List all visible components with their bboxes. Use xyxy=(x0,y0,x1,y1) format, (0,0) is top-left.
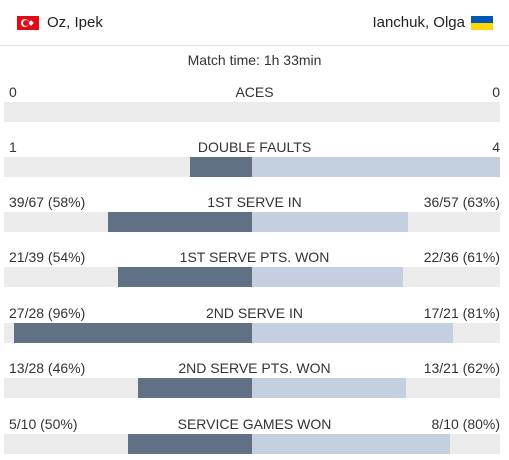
stat-name: SERVICE GAMES WON xyxy=(177,416,332,432)
ukraine-flag-icon xyxy=(471,15,493,30)
stat-row-second-serve-pts-won: 13/28 (46%) 2ND SERVE PTS. WON 13/21 (62… xyxy=(0,360,509,404)
match-header: Oz, Ipek Ianchuk, Olga xyxy=(0,0,509,46)
stat-bar-left xyxy=(118,267,252,287)
player-left-name: Oz, Ipek xyxy=(47,14,103,31)
stat-right-value: 17/21 (81%) xyxy=(423,305,500,321)
stat-right-value: 8/10 (80%) xyxy=(431,416,500,432)
stat-right-value: 4 xyxy=(492,139,500,155)
stat-bar-track xyxy=(4,323,500,343)
stat-name: ACES xyxy=(235,84,274,100)
stat-left-value: 5/10 (50%) xyxy=(9,416,78,432)
stat-left-value: 21/39 (54%) xyxy=(9,249,86,265)
stat-bar-track xyxy=(4,102,500,122)
stat-left-value: 1 xyxy=(9,139,17,155)
stat-bar-track xyxy=(4,434,500,454)
stat-row-aces: 0 ACES 0 xyxy=(0,84,509,128)
stat-left-value: 27/28 (96%) xyxy=(9,305,86,321)
player-right[interactable]: Ianchuk, Olga xyxy=(372,14,493,31)
stat-bar-track xyxy=(4,212,500,232)
stat-bar-track xyxy=(4,267,500,287)
stat-bar-left xyxy=(138,378,252,398)
stat-bar-right xyxy=(252,157,500,177)
stat-name: 2ND SERVE IN xyxy=(206,305,303,321)
stat-right-value: 36/57 (63%) xyxy=(423,194,500,210)
stat-row-second-serve-in: 27/28 (96%) 2ND SERVE IN 17/21 (81%) xyxy=(0,305,509,349)
stat-right-value: 0 xyxy=(492,84,500,100)
stat-bar-left xyxy=(128,434,252,454)
stat-right-value: 22/36 (61%) xyxy=(423,249,500,265)
stat-name: 1ST SERVE IN xyxy=(207,194,302,210)
stat-name: 2ND SERVE PTS. WON xyxy=(178,360,331,376)
stat-left-value: 0 xyxy=(9,84,17,100)
stat-bar-left xyxy=(108,212,252,232)
stat-left-value: 39/67 (58%) xyxy=(9,194,86,210)
stat-bar-right xyxy=(252,267,403,287)
turkey-flag-icon xyxy=(17,15,39,30)
player-right-name: Ianchuk, Olga xyxy=(372,14,465,31)
stat-bar-right xyxy=(252,378,406,398)
stat-row-first-serve-pts-won: 21/39 (54%) 1ST SERVE PTS. WON 22/36 (61… xyxy=(0,249,509,293)
stat-row-first-serve-in: 39/67 (58%) 1ST SERVE IN 36/57 (63%) xyxy=(0,194,509,238)
stat-row-service-games-won: 5/10 (50%) SERVICE GAMES WON 8/10 (80%) xyxy=(0,416,509,460)
stat-left-value: 13/28 (46%) xyxy=(9,360,86,376)
stat-bar-left xyxy=(190,157,252,177)
match-time: Match time: 1h 33min xyxy=(187,52,322,68)
stat-bar-right xyxy=(252,434,450,454)
stat-bar-track xyxy=(4,378,500,398)
stat-right-value: 13/21 (62%) xyxy=(423,360,500,376)
stat-bar-right xyxy=(252,212,408,232)
stat-bar-right xyxy=(252,323,453,343)
stat-bar-left xyxy=(14,323,252,343)
stat-row-double-faults: 1 DOUBLE FAULTS 4 xyxy=(0,139,509,183)
player-left[interactable]: Oz, Ipek xyxy=(17,14,103,31)
stat-name: DOUBLE FAULTS xyxy=(197,139,312,155)
stat-name: 1ST SERVE PTS. WON xyxy=(179,249,330,265)
stat-bar-track xyxy=(4,157,500,177)
